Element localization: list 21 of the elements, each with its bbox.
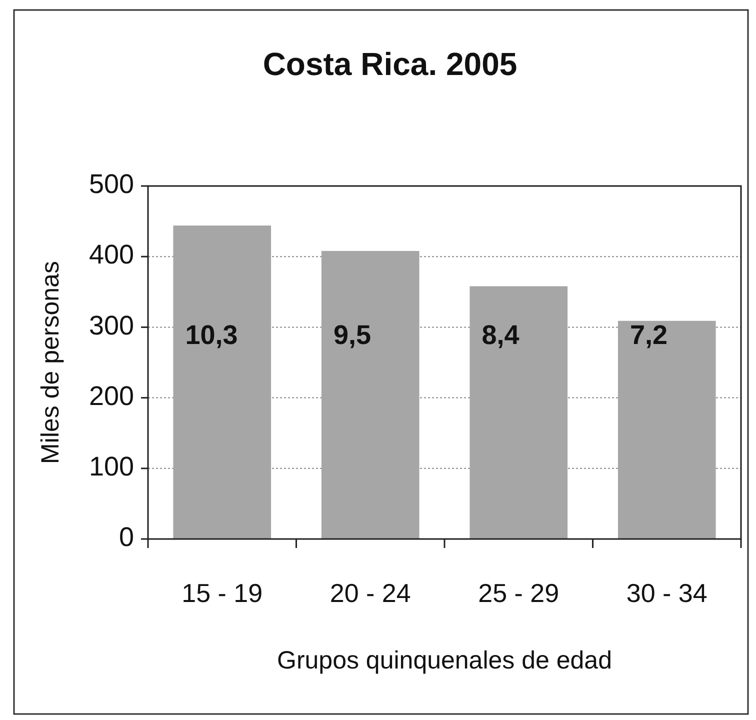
x-tick-label: 20 - 24: [330, 578, 411, 608]
bar: [173, 226, 272, 539]
bar: [321, 250, 420, 539]
x-tick-label: 15 - 19: [182, 578, 263, 608]
x-tick-label: 25 - 29: [478, 578, 560, 608]
x-axis-title: Grupos quinquenales de edad: [277, 646, 612, 675]
annotation: 9,5: [333, 320, 371, 350]
y-axis-title: Miles de personas: [36, 261, 65, 464]
x-tick-label: 30 - 34: [626, 578, 708, 608]
bar: [470, 286, 568, 539]
y-tick-label: 0: [118, 522, 134, 552]
annotation: 8,4: [482, 320, 520, 350]
chart-title: Costa Rica. 2005: [262, 46, 518, 82]
bar: [618, 320, 716, 539]
y-tick-label: 400: [88, 240, 134, 270]
annotation: 7,2: [630, 320, 668, 350]
y-tick-label: 300: [88, 310, 134, 340]
y-tick-label: 100: [88, 452, 134, 482]
y-tick-label: 200: [88, 380, 134, 411]
y-tick-label: 500: [88, 169, 134, 200]
annotation: 10,3: [185, 320, 238, 350]
